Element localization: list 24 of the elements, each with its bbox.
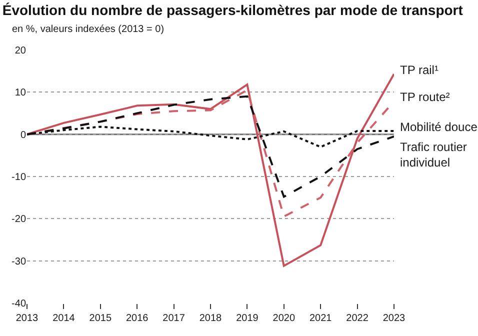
x-tick-label: 2014	[52, 313, 76, 324]
chart-subtitle: en %, valeurs indexées (2013 = 0)	[12, 24, 164, 35]
y-tick-label: -40	[12, 298, 26, 310]
y-tick-label: -10	[12, 172, 26, 183]
x-tick-label: 2016	[126, 313, 149, 324]
y-tick-label: 20	[14, 46, 26, 56]
series-label: Mobilité douce	[400, 120, 478, 134]
x-tick-label: 2017	[162, 313, 186, 324]
y-tick-label: -20	[12, 214, 26, 226]
x-tick-label: 2023	[382, 313, 406, 324]
x-tick-label: 2019	[236, 313, 259, 324]
series-label: TP route²	[400, 90, 450, 104]
chart-title: Évolution du nombre de passagers-kilomètres par mode de transport	[2, 2, 464, 18]
x-tick-label: 2015	[89, 313, 112, 324]
series-label: TP rail¹	[400, 63, 438, 77]
series-label: Trafic routier individuel	[400, 140, 467, 170]
y-tick-label: -30	[12, 256, 26, 268]
x-tick-label: 2020	[272, 313, 296, 324]
x-tick-label: 2018	[199, 313, 222, 324]
x-tick-label: 2022	[346, 313, 369, 324]
y-tick-label: 0	[20, 130, 26, 141]
x-tick-label: 2013	[16, 313, 39, 324]
y-tick-label: 10	[14, 88, 26, 99]
x-tick-label: 2021	[309, 313, 332, 324]
